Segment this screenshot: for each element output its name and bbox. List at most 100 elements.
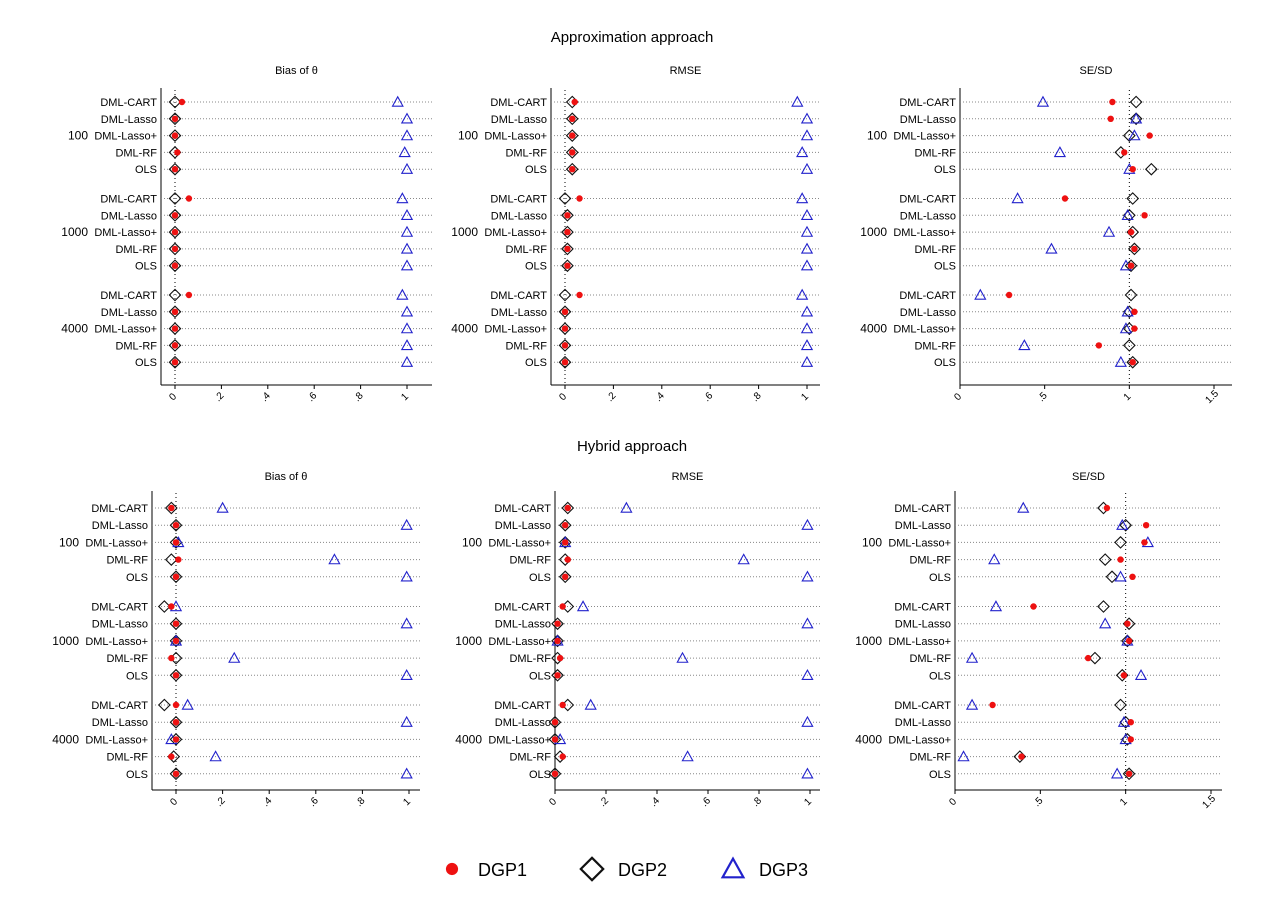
row-label: DML-Lasso+: [488, 537, 551, 549]
row-label: DML-RF: [106, 555, 148, 567]
dgp2-marker: [558, 322, 572, 335]
sample-size-label: 4000: [855, 732, 882, 746]
dgp1-marker: [172, 539, 180, 546]
dgp1-marker: [1131, 245, 1138, 253]
dgp3-marker: [988, 553, 1001, 565]
dgp2-marker: [168, 162, 182, 176]
dgp3-marker: [1036, 95, 1050, 107]
row-label: DML-RF: [914, 244, 956, 256]
dgp1-marker: [569, 132, 576, 139]
row-label: OLS: [525, 164, 547, 176]
row-dml-cart: DML-CART: [100, 192, 432, 206]
row-dml-cart: DML-CART: [899, 192, 1232, 206]
x-tick-label: 1.5: [1203, 388, 1221, 406]
row-dml-lasso-plus: DML-Lasso+: [893, 322, 1232, 336]
dgp2-marker: [558, 570, 572, 584]
dgp3-marker: [1116, 518, 1129, 530]
dgp3-marker: [396, 192, 409, 204]
row-label: DML-CART: [91, 700, 148, 712]
dgp1-marker: [569, 166, 576, 173]
dgp1-marker: [1117, 556, 1124, 563]
dgp1-marker: [185, 195, 193, 202]
dgp1-marker: [569, 149, 576, 156]
dgp3-marker: [400, 668, 413, 681]
row-label: DML-Lasso: [495, 619, 551, 631]
row-label: OLS: [929, 572, 951, 584]
dgp2-marker: [551, 634, 564, 648]
row-label: DML-CART: [490, 194, 547, 206]
row-dml-cart: DML-CART: [100, 288, 432, 302]
row-dml-lasso: DML-Lasso: [92, 518, 420, 532]
dgp3-marker: [974, 288, 987, 300]
dgp1-marker: [559, 753, 566, 760]
dgp2-marker: [561, 225, 574, 239]
x-tick-label: 1: [1118, 796, 1130, 808]
row-dml-cart: DML-CART: [894, 501, 1222, 515]
dgp3-marker: [400, 715, 413, 727]
sample-size-label: 1000: [855, 634, 882, 648]
row-dml-rf: DML-RF: [106, 651, 420, 665]
row-ols: OLS: [529, 767, 820, 781]
dgp3-marker: [1018, 339, 1031, 351]
dgp3-marker: [681, 750, 694, 762]
dgp1-marker: [564, 504, 571, 512]
row-label: DML-Lasso: [895, 717, 951, 729]
row-dml-lasso-plus: DML-Lasso+: [488, 536, 820, 549]
group-n-1000: 1000 DML-CART DML-Lasso DML-Lasso+ DML-RF OLS: [61, 192, 432, 273]
row-ols: OLS: [126, 570, 420, 584]
dgp1-marker: [561, 359, 569, 366]
dgp3-marker: [228, 651, 241, 663]
row-dml-rf: DML-RF: [115, 242, 432, 256]
row-label: OLS: [126, 670, 148, 682]
group-n-4000: 4000 DML-CART DML-Lasso DML-Lasso+ DML-RF OLS: [451, 288, 820, 369]
dgp3-marker: [1119, 322, 1133, 334]
group-n-100: 100 DML-CART DML-Lasso DML-Lasso+ DML-RF OLS: [867, 95, 1232, 176]
row-label: DML-RF: [106, 752, 148, 764]
group-n-4000: 4000 DML-CART DML-Lasso DML-Lasso+ DML-RF OLS: [855, 698, 1222, 781]
sample-size-label: 4000: [52, 732, 79, 746]
row-label: DML-Lasso: [895, 619, 951, 631]
dgp1-marker: [172, 620, 180, 627]
dgp3-marker: [209, 750, 222, 762]
panel-se-sd: SE/SD 0 .5 1 1.5 100 DML-CART DML-Lasso DML-Lass…: [860, 65, 1232, 406]
row-label: OLS: [525, 261, 547, 273]
dgp3-marker: [800, 355, 814, 367]
dgp1-marker: [171, 262, 179, 269]
dgp3-marker: [1099, 617, 1112, 629]
row-label: DML-CART: [490, 97, 547, 109]
row-ols: OLS: [529, 668, 820, 682]
dgp3-marker: [400, 339, 414, 351]
dgp2-marker: [558, 192, 572, 205]
row-dml-cart: DML-CART: [894, 600, 1222, 614]
dgp2-marker: [548, 715, 562, 729]
dgp2-marker: [1088, 651, 1102, 665]
row-ols: OLS: [929, 668, 1222, 682]
dgp1-marker: [172, 719, 180, 726]
dgp3-marker: [216, 501, 229, 513]
row-dml-lasso-plus: DML-Lasso+: [484, 322, 820, 336]
dgp1-marker: [168, 654, 175, 662]
row-dml-rf: DML-RF: [909, 750, 1222, 764]
sample-size-label: 4000: [860, 322, 887, 336]
dgp3-marker: [800, 322, 814, 334]
dgp3-marker: [800, 242, 814, 254]
group-n-4000: 4000 DML-CART DML-Lasso DML-Lasso+ DML-RF OLS: [455, 698, 820, 781]
dgp1-marker: [989, 701, 996, 709]
dgp3-marker: [400, 305, 414, 317]
row-dml-lasso-plus: DML-Lasso+: [488, 733, 820, 746]
dgp2-marker: [168, 112, 182, 126]
row-dml-lasso-plus: DML-Lasso+: [85, 733, 420, 746]
row-ols: OLS: [529, 570, 820, 584]
group-n-1000: 1000 DML-CART DML-Lasso DML-Lasso+ DML-RF OLS: [451, 192, 820, 273]
dgp1-marker: [171, 308, 179, 315]
row-label: DML-Lasso: [491, 307, 547, 319]
dgp3-marker: [1128, 129, 1141, 141]
dgp1-marker: [1095, 342, 1103, 349]
row-label: DML-CART: [100, 290, 157, 302]
row-label: OLS: [934, 261, 956, 273]
dgp3-marker: [1134, 668, 1148, 681]
dgp1-marker: [1125, 770, 1133, 777]
sample-size-label: 1000: [455, 634, 482, 648]
dgp1-marker: [1131, 308, 1138, 315]
x-tick-label: 1: [399, 391, 411, 403]
